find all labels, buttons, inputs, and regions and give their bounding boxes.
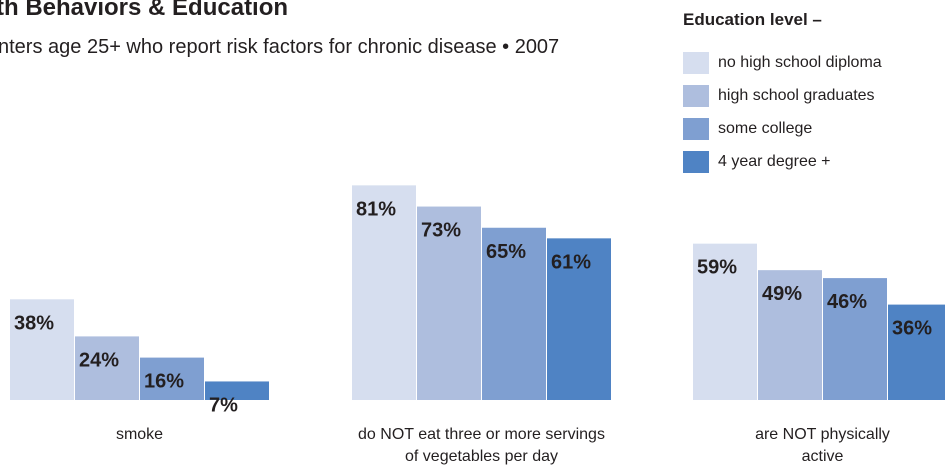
bar-value-label: 38% [14, 312, 54, 334]
bar-value-label: 81% [356, 198, 396, 220]
bar-no-high-school-diploma [693, 243, 757, 400]
category-label: do NOT eat three or more servings [358, 426, 605, 443]
legend-swatch [683, 151, 709, 173]
legend-item-4-year-degree: 4 year degree + [683, 151, 882, 173]
chart-title: th Behaviors & Education [0, 0, 289, 21]
bar-value-label: 49% [762, 283, 802, 305]
legend-swatch [683, 118, 709, 140]
bar-group: 38% 24% 16% 7% [10, 299, 269, 416]
bar-value-label: 59% [697, 257, 737, 279]
category-label: of vegetables per day [405, 448, 558, 465]
chart-subtitle: nters age 25+ who report risk factors fo… [0, 36, 560, 58]
bar-some-college [482, 227, 546, 400]
category-label: active [802, 448, 844, 465]
legend-label: no high school diploma [718, 54, 882, 71]
bar-value-label: 36% [892, 318, 932, 340]
bar-high-school-graduates [758, 270, 822, 400]
bar-value-label: 61% [551, 251, 591, 273]
bar-4-year-degree [888, 304, 945, 400]
legend-swatch [683, 52, 709, 74]
legend-label: high school graduates [718, 87, 875, 104]
bar-some-college [823, 278, 887, 400]
legend-item-high-school-graduates: high school graduates [683, 85, 882, 107]
legend-title: Education level – [683, 10, 822, 29]
bar-no-high-school-diploma [352, 185, 416, 400]
bar-value-label: 46% [827, 291, 867, 313]
bar-group: 59% 49% 46% 36% [693, 243, 945, 400]
bar-value-label: 16% [144, 371, 184, 393]
legend-item-no-high-school-diploma: no high school diploma [683, 52, 882, 74]
category-label: smoke [116, 426, 163, 443]
legend-swatch [683, 85, 709, 107]
bar-high-school-graduates [417, 206, 481, 400]
bar-value-label: 73% [421, 220, 461, 242]
bar-some-college [140, 357, 204, 400]
bar-value-label: 65% [486, 241, 526, 263]
bar-value-label: 24% [79, 349, 119, 371]
legend-item-some-college: some college [683, 118, 882, 140]
bar-high-school-graduates [75, 336, 139, 400]
bar-4-year-degree [205, 381, 269, 400]
bar-4-year-degree [547, 238, 611, 400]
legend-label: 4 year degree + [718, 153, 831, 170]
bar-no-high-school-diploma [10, 299, 74, 400]
bar-group: 81% 73% 65% 61% [352, 185, 611, 400]
bar-value-label: 7% [209, 394, 238, 416]
legend: Education level – no high school diploma… [683, 10, 882, 184]
category-label: are NOT physically [755, 426, 890, 443]
legend-label: some college [718, 120, 813, 137]
